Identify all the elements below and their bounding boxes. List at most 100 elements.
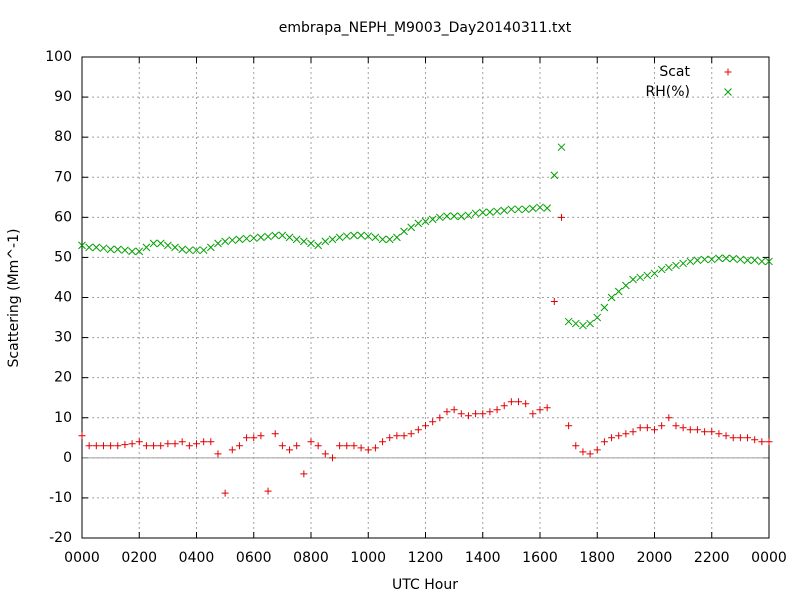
- data-point: [193, 440, 200, 448]
- data-point: [579, 448, 587, 456]
- data-point: [164, 241, 172, 250]
- data-point: [278, 442, 286, 450]
- data-point: [350, 231, 358, 240]
- data-point: [528, 204, 537, 213]
- data-point: [228, 446, 236, 454]
- data-point: [192, 246, 201, 255]
- x-tick-label: 2200: [694, 550, 730, 566]
- data-point: [571, 319, 580, 328]
- data-point: [736, 255, 745, 264]
- data-point: [736, 434, 744, 442]
- data-point: [536, 406, 544, 414]
- data-point: [393, 233, 401, 242]
- data-point: [486, 208, 494, 216]
- y-tick-label: 0: [63, 450, 72, 466]
- data-point: [664, 263, 673, 272]
- data-point: [150, 442, 158, 450]
- data-point: [550, 298, 558, 306]
- data-point: [579, 321, 587, 330]
- data-point: [285, 233, 294, 242]
- legend-marker: [724, 88, 732, 96]
- data-point: [643, 271, 652, 280]
- data-point: [658, 422, 666, 430]
- data-point: [672, 422, 680, 430]
- data-point: [636, 273, 645, 282]
- data-point: [629, 428, 637, 436]
- y-axis-label: Scattering (Mm^-1): [6, 229, 22, 368]
- data-point: [128, 440, 136, 448]
- data-point: [142, 243, 151, 252]
- data-point: [543, 204, 552, 212]
- x-tick-label: 1000: [350, 550, 386, 566]
- data-point: [328, 454, 336, 462]
- data-point: [121, 246, 129, 255]
- data-point: [328, 235, 337, 244]
- data-point: [500, 206, 509, 215]
- data-point: [515, 398, 523, 406]
- data-point: [249, 234, 258, 243]
- x-tick-label: 0000: [751, 550, 787, 566]
- data-point: [593, 313, 602, 322]
- data-point: [321, 450, 329, 458]
- data-point: [751, 436, 759, 444]
- data-point: [221, 489, 229, 497]
- data-point: [651, 426, 658, 434]
- data-point: [672, 261, 680, 270]
- data-point: [586, 450, 594, 458]
- x-tick-label: 1400: [465, 550, 501, 566]
- data-point: [493, 406, 501, 414]
- data-point: [600, 303, 609, 312]
- data-point: [622, 430, 630, 438]
- data-point: [78, 241, 86, 250]
- data-point: [386, 434, 394, 442]
- data-point: [701, 428, 709, 436]
- data-point: [206, 243, 215, 252]
- data-point: [185, 246, 194, 255]
- plot-frame: [81, 56, 770, 539]
- data-point: [464, 412, 472, 420]
- x-tick-label: 1800: [579, 550, 615, 566]
- data-point: [379, 438, 387, 446]
- data-point: [700, 255, 709, 264]
- data-point: [479, 410, 487, 418]
- data-point: [715, 430, 723, 438]
- data-point: [435, 213, 444, 222]
- data-point: [350, 442, 358, 450]
- data-point: [521, 205, 530, 214]
- legend-label: Scat: [659, 64, 690, 80]
- data-point: [636, 424, 644, 432]
- data-point: [221, 237, 229, 246]
- data-point: [686, 257, 695, 266]
- data-point: [243, 434, 251, 442]
- data-point: [121, 441, 129, 449]
- data-point: [250, 434, 258, 442]
- data-point: [565, 422, 573, 430]
- data-point: [500, 402, 508, 410]
- data-point: [507, 205, 516, 214]
- data-point: [643, 424, 651, 432]
- data-point: [564, 317, 573, 326]
- data-point: [178, 438, 186, 446]
- data-point: [615, 432, 623, 440]
- data-point: [364, 232, 373, 241]
- data-point: [307, 239, 315, 248]
- data-point: [715, 254, 723, 263]
- data-point: [743, 256, 752, 265]
- data-point: [135, 247, 144, 256]
- data-point: [457, 410, 465, 418]
- data-point: [708, 428, 716, 436]
- data-point: [242, 234, 251, 243]
- data-point: [428, 215, 437, 224]
- data-point: [171, 440, 179, 448]
- x-tick-label: 0000: [64, 550, 100, 566]
- data-point: [457, 212, 466, 221]
- data-point: [744, 434, 752, 442]
- data-point: [107, 442, 115, 450]
- y-tick-label: 20: [54, 370, 72, 386]
- data-point: [336, 442, 344, 450]
- data-point: [135, 438, 143, 446]
- data-point: [321, 237, 330, 246]
- data-point: [357, 444, 365, 452]
- data-point: [385, 235, 394, 244]
- data-point: [686, 426, 694, 434]
